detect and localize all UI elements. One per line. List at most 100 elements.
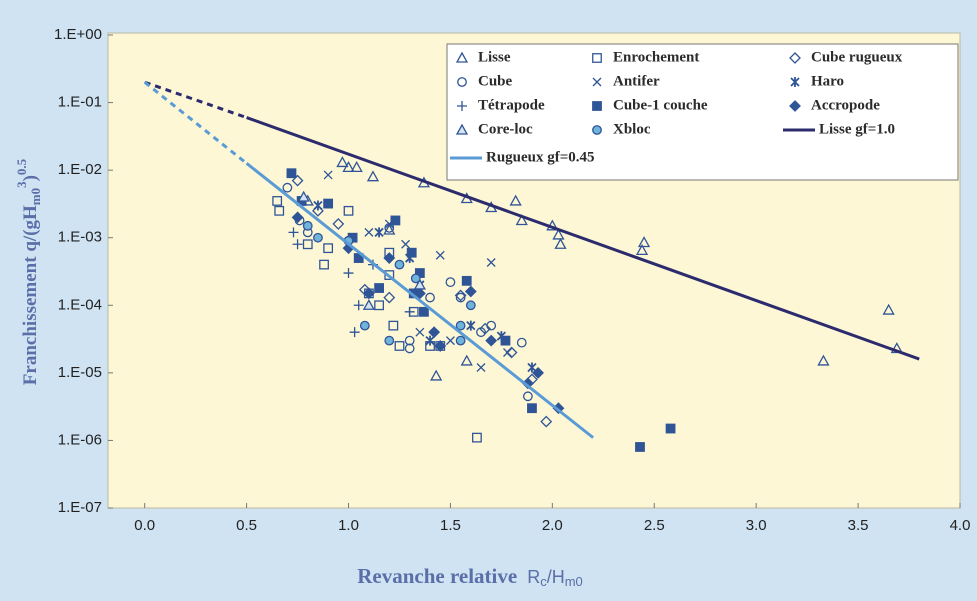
legend-label: Rugueux gf=0.45 xyxy=(486,149,595,165)
marker-triangle xyxy=(882,303,895,315)
marker-triangle xyxy=(552,228,565,240)
marker-triangle xyxy=(817,354,830,366)
x-label-text: Revanche relative xyxy=(357,564,517,588)
x-tick-label: 0.5 xyxy=(236,517,257,534)
marker-circle xyxy=(404,335,415,346)
marker-x xyxy=(503,348,512,357)
legend-label: Cube rugueux xyxy=(811,49,903,65)
legend-label: Core-loc xyxy=(478,121,533,137)
marker-triangle xyxy=(383,223,396,235)
marker-triangle xyxy=(362,298,376,310)
marker-x xyxy=(435,250,445,260)
marker-square xyxy=(592,53,602,63)
marker-square xyxy=(592,101,602,111)
marker-square xyxy=(419,306,429,317)
marker-asterisk xyxy=(790,77,800,87)
marker-circle xyxy=(384,335,395,346)
marker-diamond xyxy=(383,291,396,304)
x-axis-label: Revanche relative Rc/Hm0 xyxy=(357,564,583,590)
y-tick-label: 1.E+00 xyxy=(54,26,102,43)
marker-square xyxy=(635,442,645,452)
marker-triangle xyxy=(455,123,469,135)
marker-diamond xyxy=(434,340,447,352)
marker-plus xyxy=(353,300,364,311)
marker-diamond xyxy=(464,285,477,298)
y-label-sub: m0 xyxy=(28,188,43,205)
x-tick-label: 4.0 xyxy=(950,517,971,534)
marker-diamond xyxy=(428,326,441,339)
y-label-text: Franchissement q/(gH xyxy=(20,205,41,385)
marker-x xyxy=(323,170,333,180)
legend-label: Antifer xyxy=(613,73,660,89)
plot xyxy=(143,80,920,452)
marker-square xyxy=(343,205,354,216)
marker-square xyxy=(406,247,417,258)
marker-circle xyxy=(410,273,421,284)
legend-label: Haro xyxy=(811,73,844,89)
marker-triangle xyxy=(455,51,469,63)
marker-square xyxy=(374,300,384,311)
marker-square xyxy=(461,275,472,286)
marker-diamond xyxy=(505,346,518,359)
marker-diamond xyxy=(362,287,375,300)
marker-square xyxy=(527,403,537,414)
marker-diamond xyxy=(540,415,553,428)
marker-circle xyxy=(359,320,370,331)
marker-circle xyxy=(425,292,435,303)
marker-square xyxy=(394,341,405,351)
marker-circle xyxy=(455,335,466,346)
x-tick-label: 0.0 xyxy=(134,517,155,534)
legend-label: Xbloc xyxy=(613,121,651,137)
marker-x xyxy=(592,77,602,87)
x-tick-label: 3.5 xyxy=(848,517,869,534)
marker-circle xyxy=(486,320,497,331)
marker-plus xyxy=(292,239,303,250)
marker-circle xyxy=(445,277,456,288)
y-tick-label: 1.E-03 xyxy=(58,229,102,246)
y-axis-label: Franchissement q/(gHm03)0.5 xyxy=(14,158,43,385)
marker-circle xyxy=(476,327,486,338)
marker-square xyxy=(472,432,482,443)
marker-diamond xyxy=(789,52,801,64)
marker-square xyxy=(323,198,334,209)
marker-square xyxy=(374,283,384,293)
marker-diamond xyxy=(383,252,396,264)
marker-square xyxy=(500,335,511,346)
y-tick-label: 1.E-05 xyxy=(58,364,102,381)
legend-label: Tétrapode xyxy=(478,97,545,113)
y-tick-label: 1.E-02 xyxy=(58,161,102,178)
marker-diamond xyxy=(454,289,467,302)
marker-diamond xyxy=(789,100,801,112)
marker-triangle xyxy=(515,214,528,226)
marker-diamond xyxy=(291,174,304,187)
x-tick-label: 1.5 xyxy=(440,517,461,534)
marker-asterisk xyxy=(527,362,537,373)
marker-diamond xyxy=(291,211,304,224)
marker-square xyxy=(319,259,329,270)
marker-triangle xyxy=(297,190,310,202)
y-tick-label: 1.E-04 xyxy=(58,296,102,313)
marker-asterisk xyxy=(425,335,435,346)
legend-label: Cube-1 couche xyxy=(613,97,708,113)
marker-circle xyxy=(592,125,602,135)
marker-triangle xyxy=(366,170,380,182)
marker-circle xyxy=(516,337,527,348)
marker-circle xyxy=(455,320,466,331)
marker-square xyxy=(274,205,285,216)
marker-plus xyxy=(288,227,299,238)
marker-x xyxy=(364,227,374,237)
marker-square xyxy=(390,215,401,226)
marker-square xyxy=(388,320,399,331)
y-tick-label: 1.E-07 xyxy=(58,499,102,516)
marker-triangle xyxy=(635,244,649,256)
y-tick-label: 1.E-06 xyxy=(58,431,102,448)
marker-triangle xyxy=(509,194,522,206)
y-label-close: ) xyxy=(20,175,41,181)
y-tick-label: 1.E-01 xyxy=(58,94,102,111)
marker-circle xyxy=(394,259,405,270)
marker-plus xyxy=(343,268,354,279)
marker-circle xyxy=(313,232,323,243)
x-label-div: /H xyxy=(547,567,565,587)
marker-triangle xyxy=(554,237,567,249)
